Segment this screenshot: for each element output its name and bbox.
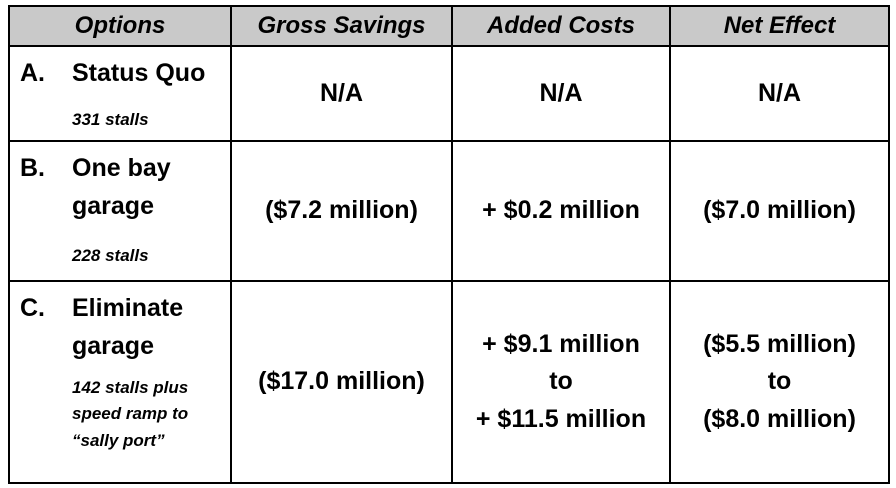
option-text: Status Quo 331 stalls (72, 55, 224, 133)
option-b: B. One bay garage 228 stalls (20, 150, 224, 269)
added-costs-value: N/A (451, 45, 671, 142)
added-costs-value: + $0.2 million (451, 140, 671, 282)
gross-savings-value: N/A (230, 45, 453, 142)
parking-options-cost-table: Options Gross Savings Added Costs Net Ef… (8, 5, 890, 484)
option-note: 331 stalls (72, 109, 149, 129)
header-gross-savings: Gross Savings (230, 5, 453, 47)
option-title: Status Quo (72, 59, 206, 87)
option-c-cell: C. Eliminate garage 142 stalls plus spee… (8, 280, 232, 484)
option-title: One bay garage (72, 154, 171, 220)
net-effect-value: ($7.0 million) (669, 140, 890, 282)
option-text: One bay garage 228 stalls (72, 150, 224, 269)
option-text: Eliminate garage 142 stalls plus speed r… (72, 290, 224, 454)
option-a-cell: A. Status Quo 331 stalls (8, 45, 232, 142)
header-added-costs: Added Costs (451, 5, 671, 47)
table-row-option-a: A. Status Quo 331 stalls N/A N/A N/A (8, 45, 890, 142)
option-title: Eliminate garage (72, 294, 184, 360)
net-effect-value: N/A (669, 45, 890, 142)
option-note: 142 stalls plus speed ramp to “sally por… (72, 378, 189, 450)
gross-savings-value: ($7.2 million) (230, 140, 453, 282)
table-row-option-c: C. Eliminate garage 142 stalls plus spee… (8, 280, 890, 484)
table-row-option-b: B. One bay garage 228 stalls ($7.2 milli… (8, 140, 890, 282)
option-c: C. Eliminate garage 142 stalls plus spee… (20, 290, 224, 454)
added-costs-value: + $9.1 million to + $11.5 million (451, 280, 671, 484)
net-effect-value: ($5.5 million) to ($8.0 million) (669, 280, 890, 484)
header-net-effect: Net Effect (669, 5, 890, 47)
option-a: A. Status Quo 331 stalls (20, 55, 224, 133)
header-row: Options Gross Savings Added Costs Net Ef… (8, 5, 890, 47)
option-letter: C. (20, 294, 45, 322)
option-note: 228 stalls (72, 246, 149, 265)
header-options: Options (8, 5, 232, 47)
option-letter: B. (20, 154, 45, 182)
option-letter: A. (20, 59, 45, 87)
gross-savings-value: ($17.0 million) (230, 280, 453, 484)
option-b-cell: B. One bay garage 228 stalls (8, 140, 232, 282)
